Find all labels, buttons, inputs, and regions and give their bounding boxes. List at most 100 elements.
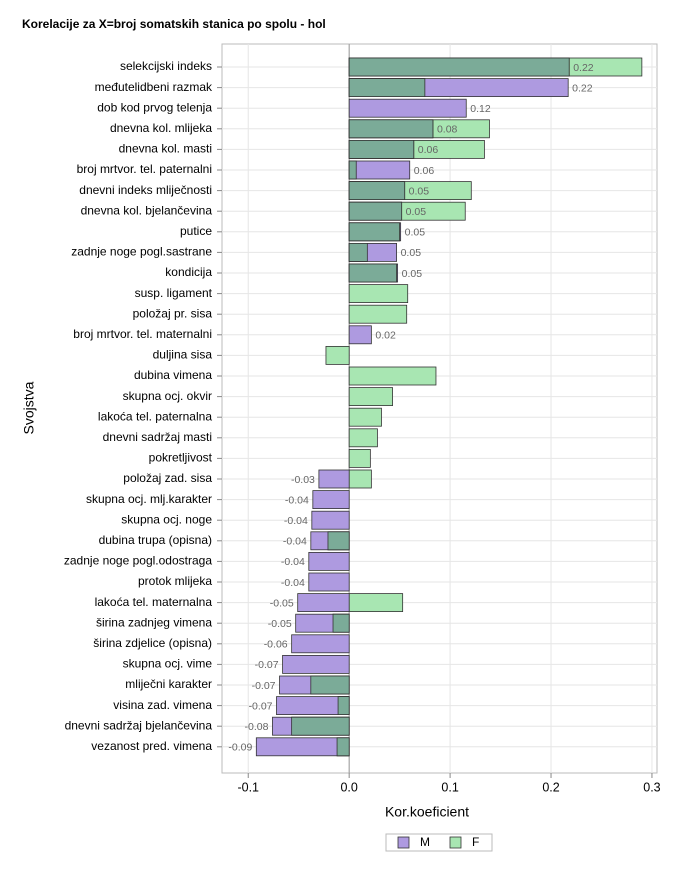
y-tick-label: širina zadnjeg vimena: [96, 615, 212, 629]
legend-label: M: [420, 835, 430, 849]
legend: [385, 833, 493, 852]
y-tick-label: dnevna kol. mlijeka: [110, 121, 212, 135]
y-tick-label: dnevna kol. masti: [119, 142, 212, 156]
value-label: 0.12: [470, 103, 491, 115]
bar-overlap: [348, 222, 401, 242]
bar-overlap: [348, 242, 368, 262]
y-tick-label: dob kod prvog telenja: [97, 100, 212, 114]
x-tick-label: -0.1: [237, 780, 259, 794]
bar-m: [311, 510, 350, 530]
value-label: -0.05: [270, 597, 294, 609]
bar-overlap: [327, 531, 350, 551]
bar-overlap: [348, 201, 403, 221]
y-tick-label: zadnje noge pogl.odostraga: [64, 554, 212, 568]
y-tick-label: kondicija: [165, 265, 212, 279]
bar-overlap: [337, 696, 350, 715]
y-tick-label: dnevni indeks mliječnosti: [79, 183, 212, 197]
bar-overlap: [348, 57, 570, 77]
x-tick-label: 0.0: [340, 780, 357, 794]
bar-f: [348, 469, 372, 489]
bar-f: [348, 387, 393, 407]
y-tick-label: visina zad. vimena: [113, 698, 212, 712]
bar-f: [348, 407, 382, 427]
value-label: -0.06: [264, 639, 288, 651]
y-tick-label: dnevna kol. bjelančevina: [81, 203, 213, 217]
value-label: 0.06: [418, 144, 439, 156]
y-tick-label: broj mrtvor. tel. maternalni: [73, 327, 212, 341]
bar-overlap: [310, 675, 350, 695]
y-tick-label: međutelidbeni razmak: [95, 80, 213, 94]
y-tick-label: položaj zad. sisa: [123, 471, 212, 485]
value-label: -0.04: [281, 577, 305, 589]
y-tick-label: zadnje noge pogl.sastrane: [71, 245, 212, 259]
value-label: -0.07: [252, 680, 276, 692]
x-axis-label: Kor.koeficient: [385, 804, 469, 820]
value-label: 0.05: [409, 185, 430, 197]
bar-f: [348, 366, 437, 386]
y-tick-label: skupna ocj. mlj.karakter: [86, 492, 212, 506]
bar-m: [291, 634, 350, 654]
value-label: 0.08: [437, 124, 458, 136]
bar-overlap: [332, 613, 350, 633]
bar-overlap: [348, 139, 415, 159]
bar-f: [348, 284, 409, 304]
bar-overlap: [291, 716, 350, 736]
bar-f: [348, 448, 371, 468]
y-tick-label: selekcijski indeks: [120, 59, 212, 73]
y-tick-label: broj mrtvor. tel. paternalni: [77, 162, 212, 176]
y-tick-label: skupna ocj. okvir: [123, 389, 212, 403]
value-label: 0.06: [414, 165, 435, 177]
value-label: 0.05: [406, 206, 427, 218]
x-tick-label: 0.3: [643, 780, 660, 794]
y-tick-label: protok mlijeka: [138, 574, 212, 588]
bar-overlap: [348, 181, 406, 201]
value-label: -0.04: [283, 536, 307, 548]
y-tick-label: dubina trupa (opisna): [99, 533, 212, 547]
bar-m: [348, 325, 372, 345]
bar-m: [297, 593, 350, 612]
y-tick-label: putice: [180, 224, 212, 238]
y-tick-label: lakoća tel. paternalna: [98, 409, 212, 423]
y-axis-label: Svojstva: [21, 381, 37, 434]
bar-overlap: [348, 78, 426, 97]
y-tick-label: pokretljivost: [149, 451, 213, 465]
value-label: -0.03: [291, 474, 315, 486]
bar-m: [312, 490, 350, 510]
y-tick-label: skupna ocj. vime: [123, 657, 213, 671]
y-tick-label: vezanost pred. vimena: [91, 739, 212, 753]
value-label: 0.05: [401, 247, 422, 259]
value-label: -0.07: [249, 700, 273, 712]
value-label: 0.02: [375, 330, 396, 342]
value-label: -0.09: [228, 742, 252, 754]
bar-f: [325, 345, 350, 365]
bar-m: [318, 469, 350, 489]
bar-m: [308, 552, 350, 571]
value-label: -0.04: [284, 515, 308, 527]
bar-overlap: [348, 263, 398, 283]
bar-f: [348, 428, 378, 448]
value-label: 0.05: [405, 227, 426, 239]
value-label: 0.05: [402, 268, 423, 280]
y-tick-label: lakoća tel. maternalna: [95, 595, 213, 609]
bar-overlap: [336, 737, 350, 757]
x-tick-label: 0.2: [542, 780, 559, 794]
bar-overlap: [348, 160, 357, 180]
value-label: 0.22: [573, 62, 594, 74]
value-label: -0.04: [285, 494, 309, 506]
bar-m: [282, 655, 350, 674]
bar-f: [348, 304, 408, 324]
bar-f: [348, 593, 404, 612]
y-tick-label: dubina vimena: [134, 368, 212, 382]
value-label: -0.08: [245, 721, 269, 733]
y-tick-label: duljina sisa: [153, 348, 213, 362]
y-tick-label: skupna ocj. noge: [121, 512, 212, 526]
y-tick-label: mliječni karakter: [125, 677, 212, 691]
value-label: -0.07: [255, 659, 279, 671]
legend-swatch: [449, 836, 462, 849]
y-tick-label: položaj pr. sisa: [133, 306, 213, 320]
legend-label: F: [472, 835, 479, 849]
y-tick-label: dnevni sadržaj masti: [103, 430, 212, 444]
value-label: -0.05: [268, 618, 292, 630]
bar-m: [308, 572, 350, 592]
